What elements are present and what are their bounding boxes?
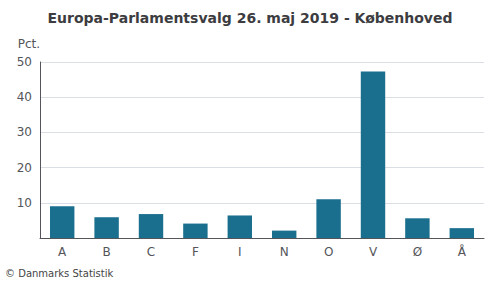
svg-text:30: 30	[17, 125, 32, 139]
svg-text:Pct.: Pct.	[18, 37, 40, 51]
svg-text:Ø: Ø	[413, 245, 422, 259]
svg-text:© Danmarks Statistik: © Danmarks Statistik	[5, 268, 114, 279]
svg-text:N: N	[280, 245, 289, 259]
svg-text:Europa-Parlamentsvalg 26. maj: Europa-Parlamentsvalg 26. maj 2019 - Køb…	[48, 10, 453, 26]
svg-text:V: V	[369, 245, 378, 259]
svg-text:F: F	[192, 245, 199, 259]
svg-text:C: C	[147, 245, 155, 259]
svg-text:50: 50	[17, 55, 32, 69]
svg-text:20: 20	[17, 161, 32, 175]
svg-text:I: I	[238, 245, 242, 259]
svg-text:40: 40	[17, 90, 32, 104]
svg-text:10: 10	[17, 196, 32, 210]
svg-text:A: A	[58, 245, 67, 259]
svg-text:Å: Å	[458, 244, 467, 259]
svg-text:O: O	[324, 245, 333, 259]
svg-text:B: B	[102, 245, 110, 259]
